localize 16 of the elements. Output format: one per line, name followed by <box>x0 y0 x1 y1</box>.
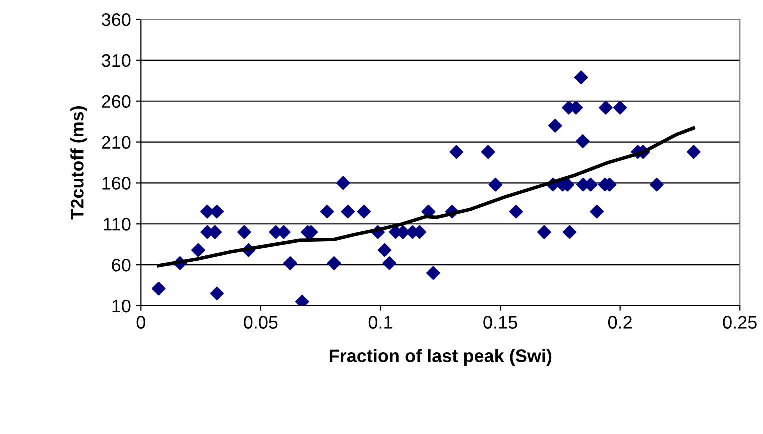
y-axis-title: T2cutoff (ms) <box>70 106 88 220</box>
y-tick-label: 110 <box>104 218 131 231</box>
x-axis-title: Fraction of last peak (Swi) <box>330 349 552 366</box>
y-tick-label: 10 <box>112 300 131 313</box>
x-tick-label: 0.05 <box>244 316 278 329</box>
x-tick-label: 0.15 <box>484 316 518 329</box>
x-tick-label: 0.25 <box>723 316 757 329</box>
y-tick-label: 260 <box>102 95 131 108</box>
y-tick-label: 310 <box>102 54 131 68</box>
y-tick-label: 210 <box>102 136 131 150</box>
y-tick-label: 160 <box>102 177 131 190</box>
y-tick-label: 60 <box>112 258 131 272</box>
x-tick-label: 0.2 <box>608 316 632 329</box>
x-tick-label: 0.1 <box>368 316 392 329</box>
x-tick-label: 0 <box>136 316 146 329</box>
y-tick-label: 360 <box>102 13 131 26</box>
